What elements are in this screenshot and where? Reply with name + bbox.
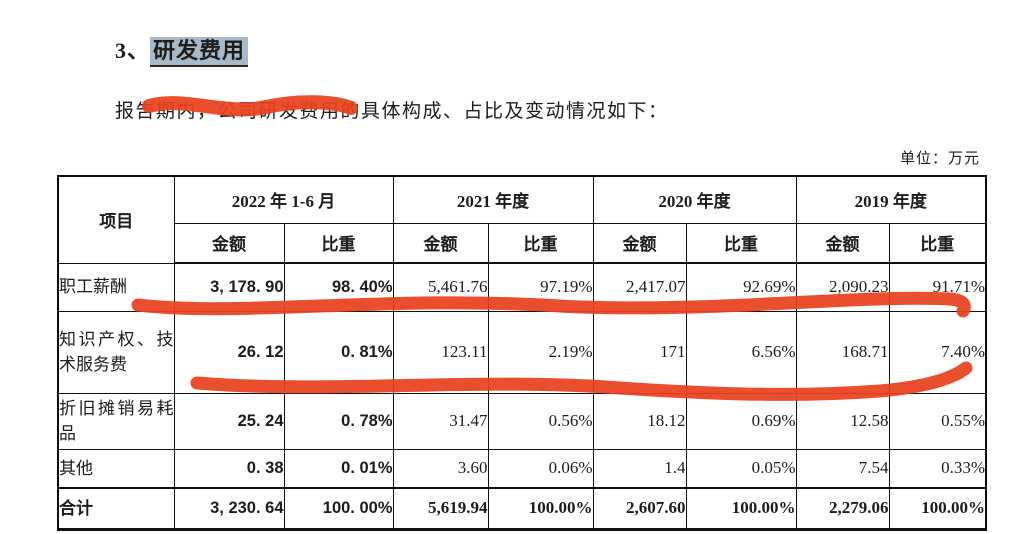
table-cell: 0. 78%	[283, 392, 394, 450]
table-cell: 0. 38	[173, 448, 285, 489]
header-ratio: 比重	[487, 222, 594, 264]
table-cell: 0.56%	[487, 392, 594, 450]
row-label: 职工薪酬	[57, 262, 175, 312]
table-cell: 0. 01%	[283, 448, 394, 489]
table-cell: 92.69%	[685, 262, 797, 312]
table-cell: 0.06%	[487, 448, 594, 489]
table-cell: 0.55%	[888, 392, 987, 450]
table-cell: 0. 81%	[283, 310, 394, 394]
table-cell: 100.00%	[685, 487, 797, 530]
table-cell: 123.11	[392, 310, 489, 394]
row-label: 折旧摊销易耗品	[57, 392, 175, 450]
table-row-total: 合计 3, 230. 64 100. 00% 5,619.94 100.00% …	[57, 487, 987, 530]
intro-text: 报告期内，公司研发费用的具体构成、占比及变动情况如下：	[115, 101, 669, 122]
header-ratio: 比重	[283, 222, 394, 264]
rd-expense-table: 项目 2022 年 1-6 月 2021 年度 2020 年度 2019 年度 …	[57, 175, 988, 531]
table-cell: 5,461.76	[392, 262, 489, 312]
section-number: 3、	[115, 38, 151, 63]
header-amount: 金额	[392, 222, 489, 264]
table-cell: 0.69%	[685, 392, 797, 450]
row-label: 其他	[57, 448, 175, 489]
table-cell: 2,417.07	[592, 262, 687, 312]
table-cell: 168.71	[795, 310, 890, 394]
header-period-2021: 2021 年度	[392, 175, 594, 224]
table-cell: 100. 00%	[283, 487, 394, 530]
row-label: 知识产权、技术服务费	[57, 310, 175, 394]
table-cell: 2.19%	[487, 310, 594, 394]
table-cell: 1.4	[592, 448, 687, 489]
header-amount: 金额	[795, 222, 890, 264]
table-cell: 26. 12	[173, 310, 285, 394]
table-cell: 6.56%	[685, 310, 797, 394]
unit-label: 单位：万元	[899, 151, 980, 167]
table-cell: 0.05%	[685, 448, 797, 489]
table-cell: 18.12	[592, 392, 687, 450]
header-period-2022: 2022 年 1-6 月	[173, 175, 394, 224]
table-cell: 7.40%	[888, 310, 987, 394]
table-cell: 5,619.94	[392, 487, 489, 530]
header-ratio: 比重	[685, 222, 797, 264]
table-cell: 7.54	[795, 448, 890, 489]
table-row-ip-tech-service: 知识产权、技术服务费 26. 12 0. 81% 123.11 2.19% 17…	[57, 310, 987, 394]
table-cell: 100.00%	[888, 487, 987, 530]
header-period-2019: 2019 年度	[795, 175, 987, 224]
header-item: 项目	[57, 175, 175, 264]
table-cell: 98. 40%	[283, 262, 394, 312]
header-amount: 金额	[592, 222, 687, 264]
table-cell: 31.47	[392, 392, 489, 450]
table-cell: 0.33%	[888, 448, 987, 489]
table-cell: 3, 178. 90	[173, 262, 285, 312]
header-period-2020: 2020 年度	[592, 175, 797, 224]
table-cell: 12.58	[795, 392, 890, 450]
section-title-line: 3、 研发费用	[115, 33, 249, 67]
table-row-depreciation: 折旧摊销易耗品 25. 24 0. 78% 31.47 0.56% 18.12 …	[57, 392, 987, 450]
table-cell: 3.60	[392, 448, 489, 489]
table-cell: 171	[592, 310, 687, 394]
header-ratio: 比重	[888, 222, 987, 264]
table-row-other: 其他 0. 38 0. 01% 3.60 0.06% 1.4 0.05% 7.5…	[57, 448, 987, 489]
table-cell: 2,090.23	[795, 262, 890, 312]
table-cell: 100.00%	[487, 487, 594, 530]
table-cell: 91.71%	[888, 262, 987, 312]
table-cell: 97.19%	[487, 262, 594, 312]
row-label: 合计	[57, 487, 175, 530]
table-cell: 25. 24	[173, 392, 285, 450]
header-amount: 金额	[173, 222, 285, 264]
table-cell: 2,607.60	[592, 487, 687, 530]
section-title-highlighted: 研发费用	[150, 37, 249, 67]
table-cell: 3, 230. 64	[173, 487, 285, 530]
table-cell: 2,279.06	[795, 487, 890, 530]
table-row-employee-compensation: 职工薪酬 3, 178. 90 98. 40% 5,461.76 97.19% …	[57, 262, 987, 312]
